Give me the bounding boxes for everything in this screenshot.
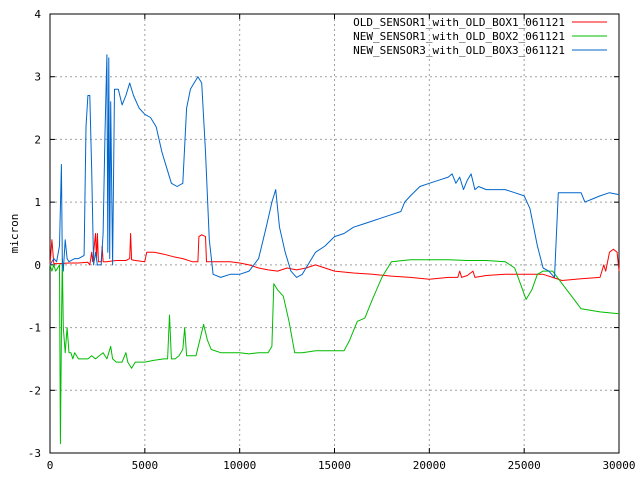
series-layer — [49, 54, 620, 445]
grid-lines — [50, 14, 619, 453]
y-tick-label: -2 — [28, 384, 41, 397]
x-tick-label: 15000 — [318, 459, 351, 472]
x-tick-label: 30000 — [602, 459, 635, 472]
y-tick-label: 4 — [34, 8, 41, 21]
y-tick-label: -3 — [28, 447, 41, 460]
y-tick-label: 1 — [34, 196, 41, 209]
y-tick-label: 2 — [34, 133, 41, 146]
axis-ticks: 0 5000 10000 15000 20000 25000 30000 -3 -2 -1 0 1 2 3… — [28, 8, 636, 472]
legend-label-2: NEW_SENSOR1_with_OLD_BOX2_061121 — [353, 30, 565, 43]
x-tick-label: 25000 — [508, 459, 541, 472]
legend-label-1: OLD_SENSOR1_with_OLD_BOX1_061121 — [353, 16, 565, 29]
y-axis-label: micron — [8, 214, 21, 254]
x-tick-label: 20000 — [413, 459, 446, 472]
legend: OLD_SENSOR1_with_OLD_BOX1_061121NEW_SENS… — [353, 16, 607, 57]
y-tick-label: 3 — [34, 71, 41, 84]
x-tick-label: 5000 — [132, 459, 159, 472]
legend-label-3: NEW_SENSOR3_with_OLD_BOX3_061121 — [353, 44, 565, 57]
y-tick-label: 0 — [34, 259, 41, 272]
y-tick-label: -1 — [28, 322, 41, 335]
series-line-3 — [49, 54, 620, 278]
series-line-1 — [49, 233, 620, 281]
x-tick-label: 0 — [47, 459, 54, 472]
x-tick-label: 10000 — [223, 459, 256, 472]
series-line-2 — [49, 258, 620, 445]
